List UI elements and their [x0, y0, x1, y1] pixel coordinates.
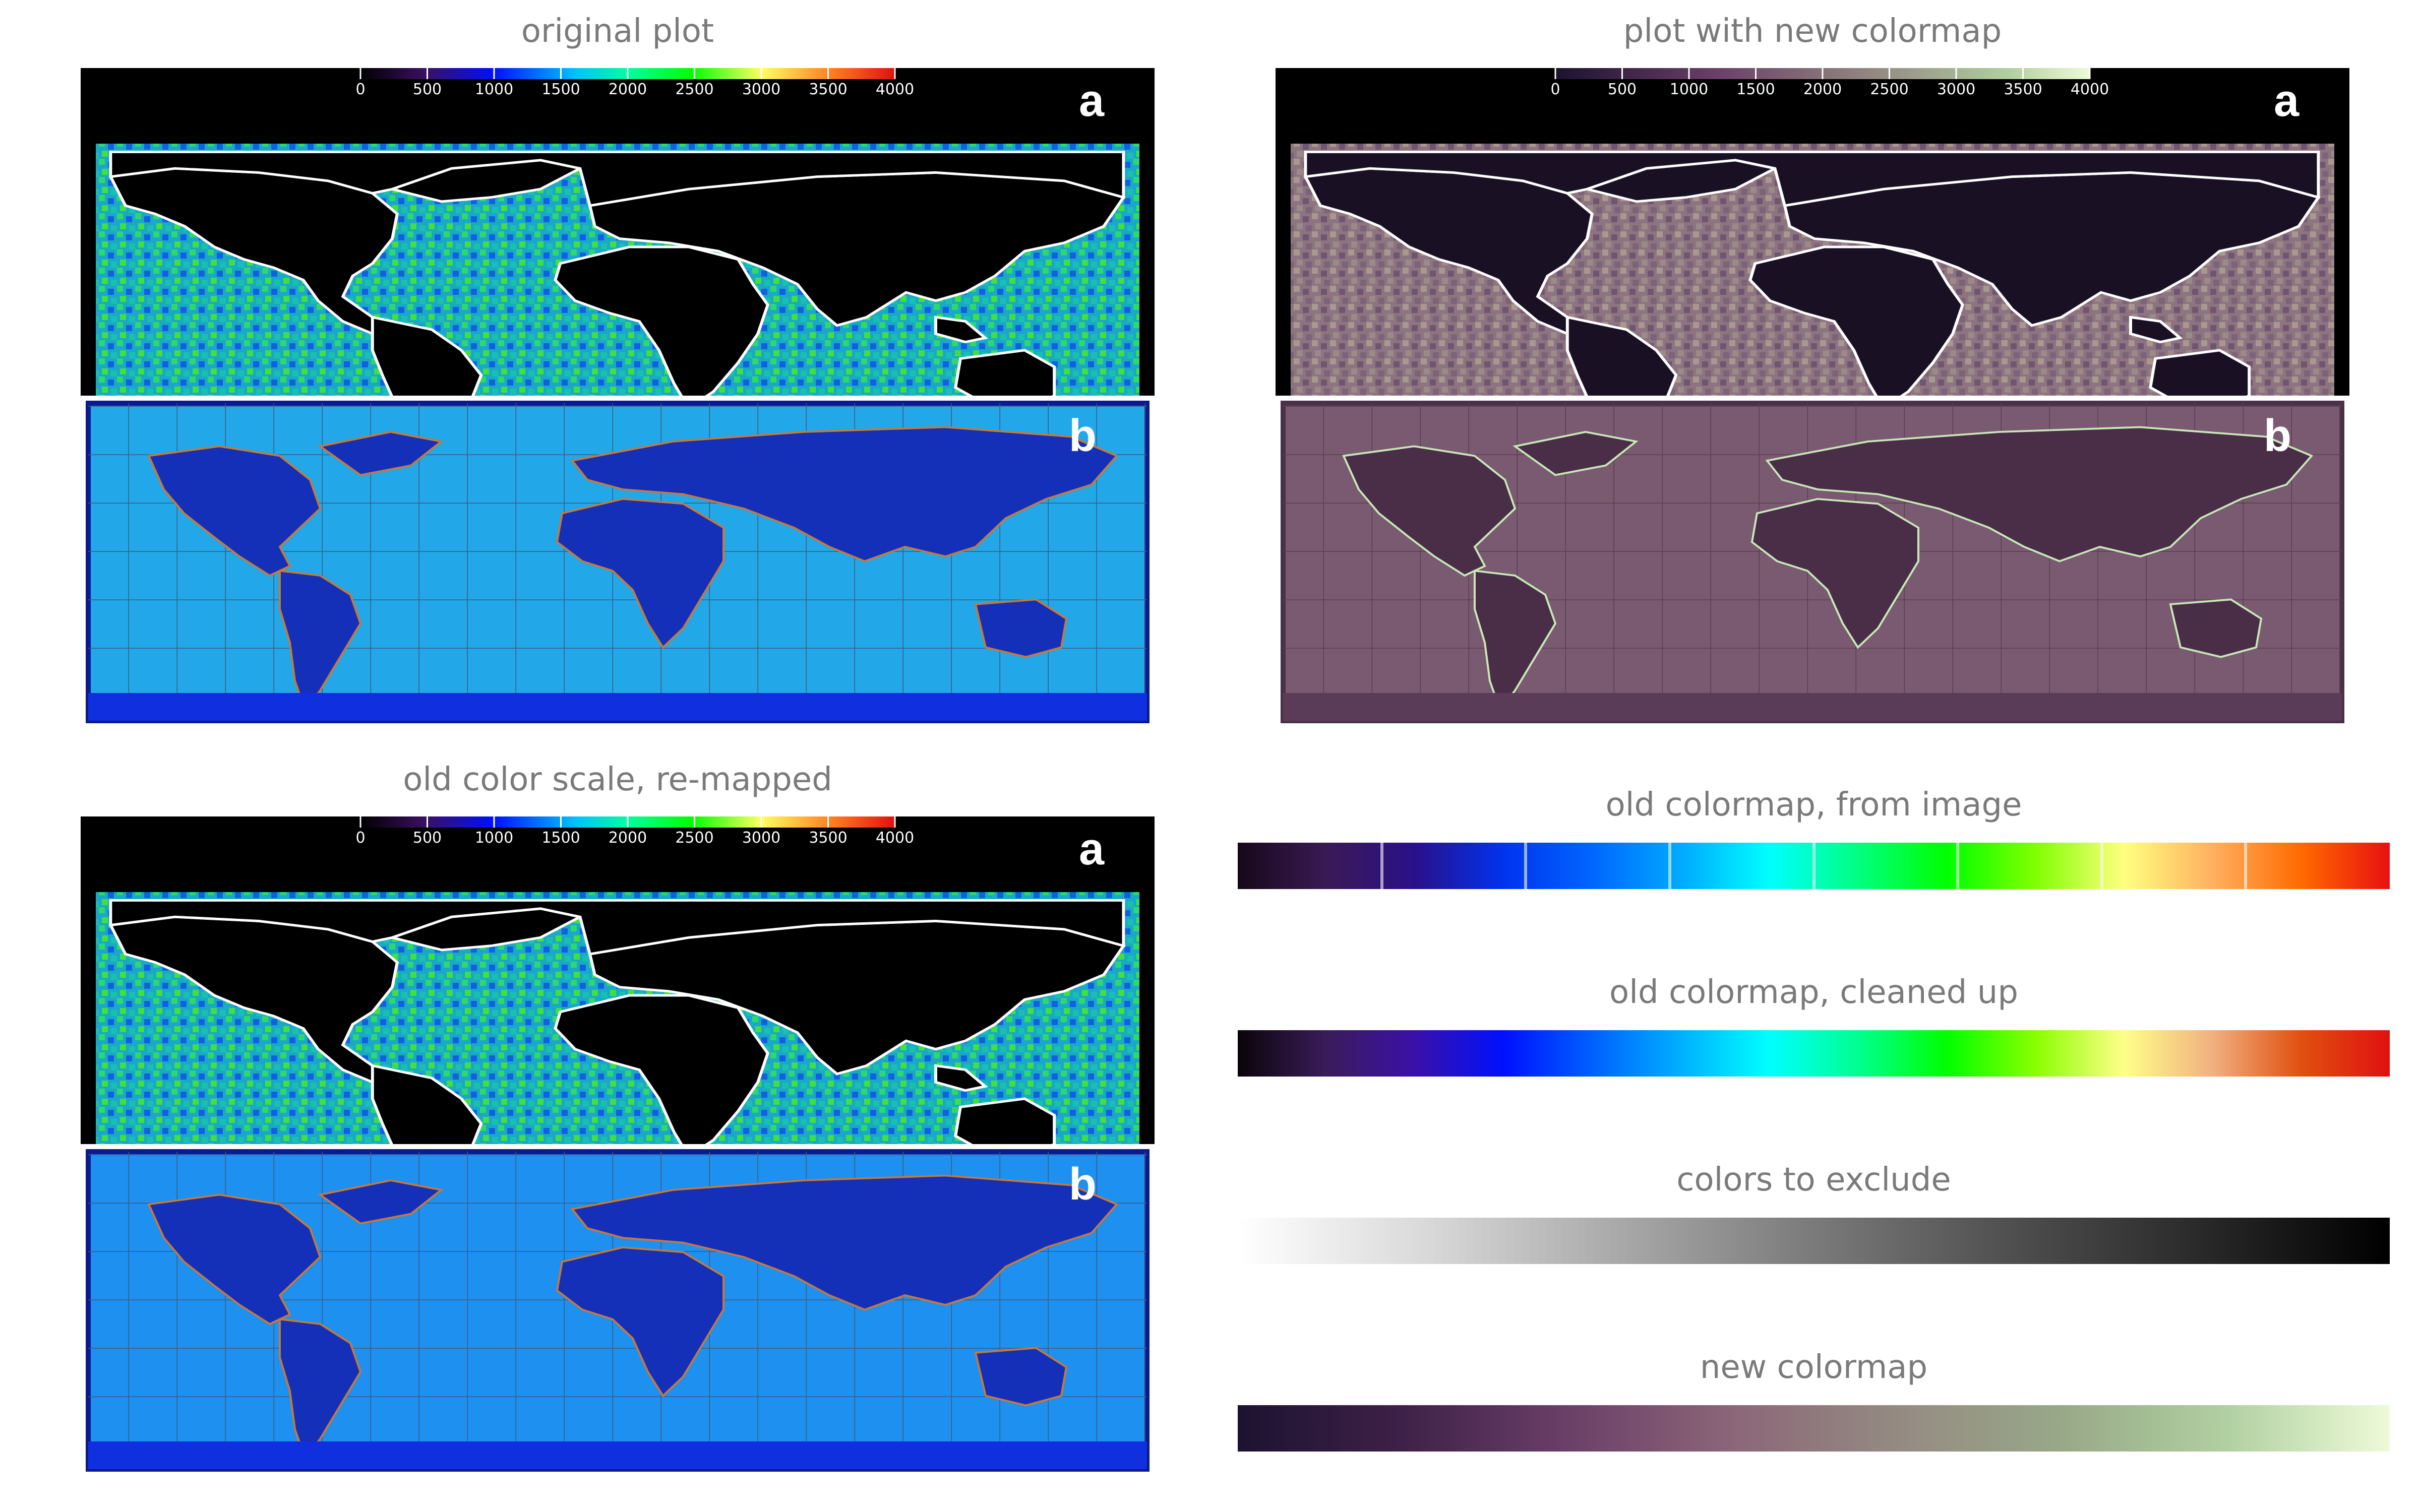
map-b-label-remapped: b — [1069, 1159, 1097, 1210]
scale-tick-label: 1000 — [475, 81, 513, 98]
scale-tick-mark — [560, 816, 562, 828]
scale-tick-label: 3000 — [742, 81, 780, 98]
scale-tick-label: 3500 — [809, 81, 847, 98]
scale-tick-mark — [2022, 68, 2024, 79]
scale-tick-mark — [827, 68, 829, 79]
scale-tick-mark — [760, 816, 762, 828]
scale-tick-label: 3000 — [1937, 81, 1975, 98]
scale-tick-mark — [359, 816, 361, 828]
scale-tick-mark — [427, 68, 428, 79]
scale-tick-mark — [1755, 68, 1757, 79]
scale-tick-label: 0 — [1550, 81, 1560, 98]
scale-tick-label: 2500 — [675, 829, 713, 847]
scale-tick-label: 2000 — [1803, 81, 1842, 98]
scale-tick-mark — [1688, 68, 1690, 79]
map-b-label-new: b — [2264, 411, 2291, 461]
scale-tick-label: 2500 — [675, 81, 713, 98]
scale-tick-mark — [894, 816, 896, 828]
scale-tick-label: 500 — [413, 81, 442, 98]
colorbar-from-image — [1238, 843, 2390, 889]
scale-tick-label: 1500 — [1736, 81, 1775, 98]
scale-tick-mark — [760, 68, 762, 79]
color-scale-ticks: 0 500 1000 1500 2000 2500 3000 3500 4000 — [355, 68, 914, 98]
scale-tick-label: 500 — [413, 829, 442, 847]
scale-tick-label: 3500 — [809, 829, 847, 847]
scale-tick-mark — [1822, 68, 1824, 79]
scale-tick-label: 0 — [355, 81, 365, 98]
map-panel-new-colormap: 0 500 1000 1500 2000 2500 3000 3500 4000 a b — [1276, 68, 2349, 723]
scale-tick-label: 2000 — [609, 81, 647, 98]
scale-tick-label: 500 — [1608, 81, 1637, 98]
scale-tick-mark — [694, 68, 695, 79]
map-a-label-new: a — [2274, 76, 2300, 126]
scale-tick-mark — [493, 816, 495, 828]
colorbar-cleaned-up — [1238, 1030, 2390, 1077]
scale-tick-label: 0 — [355, 829, 365, 847]
scale-tick-mark — [1554, 68, 1556, 79]
color-scale-ticks-new: 0 500 1000 1500 2000 2500 3000 3500 4000 — [1550, 68, 2109, 98]
scale-tick-mark — [2089, 68, 2091, 79]
color-scale-ticks-remapped: 0 500 1000 1500 2000 2500 3000 3500 4000 — [355, 816, 914, 847]
colorbar-title-from-image: old colormap, from image — [1605, 786, 2022, 824]
panel-title-remapped: old color scale, re-mapped — [403, 761, 832, 798]
scale-tick-mark — [1889, 68, 1890, 79]
map-b-label: b — [1069, 411, 1097, 461]
scale-tick-mark — [359, 68, 361, 79]
scale-tick-mark — [627, 816, 629, 828]
scale-tick-mark — [560, 68, 562, 79]
map-a-label-remapped: a — [1079, 824, 1105, 874]
scale-tick-label: 4000 — [876, 829, 914, 847]
colorbar-title-new: new colormap — [1700, 1349, 1928, 1386]
scale-tick-mark — [827, 816, 829, 828]
scale-tick-mark — [493, 68, 495, 79]
scale-tick-label: 2000 — [609, 829, 647, 847]
map-panel-original: 0 500 1000 1500 2000 2500 3000 3500 4000 a b — [81, 68, 1155, 723]
scale-tick-label: 1000 — [475, 829, 513, 847]
scale-tick-mark — [427, 816, 428, 828]
map-panel-remapped: 0 500 1000 1500 2000 2500 3000 3500 4000 a b — [81, 816, 1155, 1472]
scale-tick-label: 1500 — [541, 81, 580, 98]
scale-tick-mark — [694, 816, 695, 828]
panel-title-new-colormap: plot with new colormap — [1623, 13, 2002, 50]
map-a-label: a — [1079, 76, 1105, 126]
scale-tick-label: 4000 — [876, 81, 914, 98]
colorbar-new — [1238, 1405, 2390, 1452]
scale-tick-mark — [1955, 68, 1957, 79]
scale-tick-mark — [627, 68, 629, 79]
scale-tick-label: 1500 — [541, 829, 580, 847]
scale-tick-label: 3000 — [742, 829, 780, 847]
scale-tick-label: 3500 — [2004, 81, 2042, 98]
colorbar-exclude — [1238, 1218, 2390, 1264]
scale-tick-mark — [1621, 68, 1623, 79]
scale-tick-label: 1000 — [1670, 81, 1708, 98]
panel-title-original: original plot — [521, 13, 714, 50]
scale-tick-label: 4000 — [2071, 81, 2109, 98]
colorbar-title-exclude: colors to exclude — [1676, 1161, 1951, 1199]
scale-tick-mark — [894, 68, 896, 79]
colorbar-title-cleaned-up: old colormap, cleaned up — [1609, 974, 2018, 1011]
scale-tick-label: 2500 — [1870, 81, 1908, 98]
